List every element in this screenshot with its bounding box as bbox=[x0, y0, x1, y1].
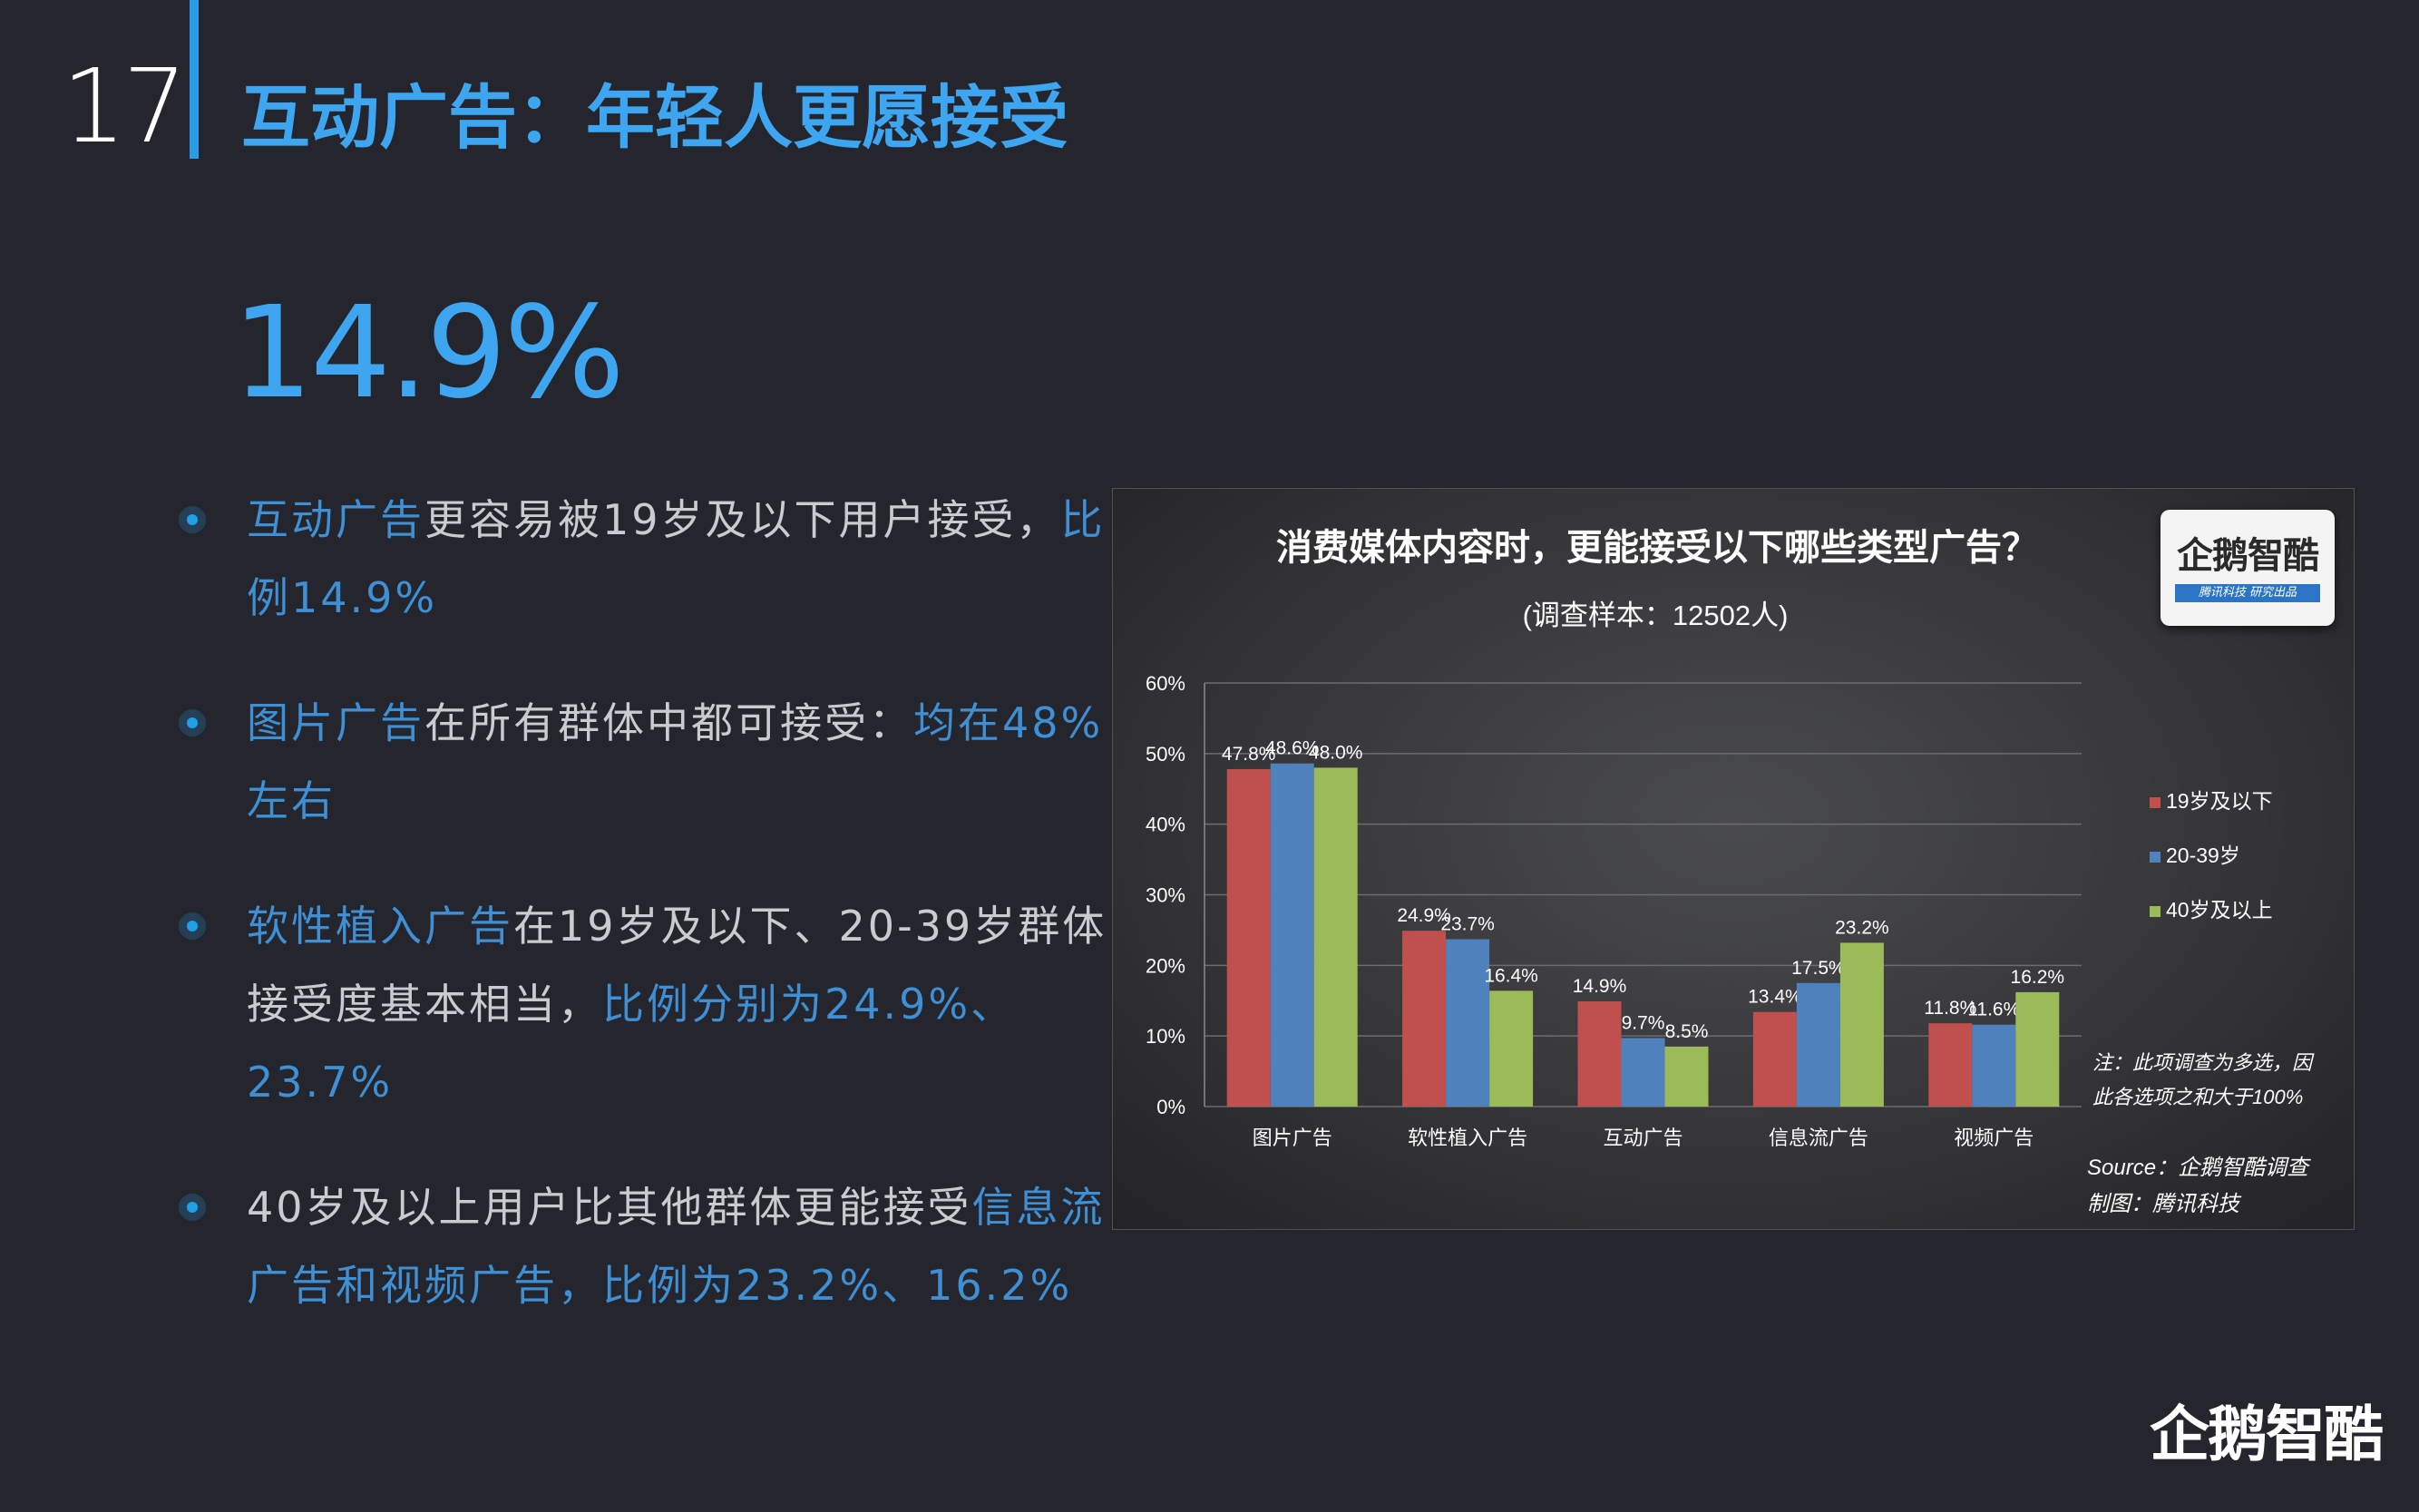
data-label: 16.2% bbox=[2011, 967, 2065, 988]
data-label: 14.9% bbox=[1573, 976, 1627, 997]
bullet-item: 软性植入广告在19岁及以下、20-39岁群体接受度基本相当，比例分别为24.9%… bbox=[177, 887, 1138, 1121]
bullet-highlight-text: 软性植入广告 bbox=[247, 902, 513, 951]
y-tick-label: 60% bbox=[1146, 672, 1185, 695]
bar bbox=[1226, 768, 1271, 1107]
bar bbox=[1796, 982, 1840, 1107]
chart-source: Source：企鹅智酷调查 bbox=[2087, 1156, 2311, 1180]
key-statistic: 14.9% bbox=[232, 279, 625, 427]
bullet-dot-icon bbox=[179, 912, 206, 940]
footer-logo: 企鹅智酷 bbox=[2150, 1400, 2384, 1469]
legend-label: 40岁及以上 bbox=[2166, 898, 2273, 922]
bullet-highlight-text: 均在48%左右 bbox=[247, 698, 1104, 825]
bullet-highlight-text: 图片广告 bbox=[247, 698, 424, 747]
x-tick-label: 软性植入广告 bbox=[1408, 1127, 1527, 1149]
bar bbox=[1577, 1001, 1622, 1107]
bullet-highlight-text: 信息流广告和视频广告，比例为23.2%、16.2% bbox=[247, 1183, 1106, 1310]
chart-logo: 企鹅智酷 腾讯科技 研究出品 bbox=[2161, 510, 2335, 626]
bar bbox=[1752, 1011, 1797, 1107]
chart-logo-text: 企鹅智酷 bbox=[2177, 535, 2319, 577]
x-tick-label: 互动广告 bbox=[1603, 1127, 1683, 1149]
bullet-highlight-text: 比例14.9% bbox=[247, 495, 1106, 622]
bullet-list: 互动广告更容易被19岁及以下用户接受，比例14.9% 图片广告在所有群体中都可接受… bbox=[177, 481, 1138, 1371]
y-tick-label: 50% bbox=[1146, 743, 1185, 766]
bar bbox=[2015, 991, 2060, 1107]
bullet-text: 在19岁及以下、20-39岁群体接受度基本相当， bbox=[247, 902, 1107, 1029]
bullet-item: 40岁及以上用户比其他群体更能接受信息流广告和视频广告，比例为23.2%、16.… bbox=[177, 1168, 1138, 1324]
legend-swatch bbox=[2150, 797, 2161, 808]
data-label: 23.2% bbox=[1835, 917, 1889, 938]
data-label: 24.9% bbox=[1397, 905, 1451, 926]
data-label: 16.4% bbox=[1484, 965, 1538, 986]
bullet-dot-icon bbox=[179, 506, 206, 533]
chart-note: 此各选项之和大于100% bbox=[2092, 1086, 2303, 1108]
title-accent-bar bbox=[190, 0, 199, 159]
y-tick-label: 20% bbox=[1146, 954, 1185, 977]
data-label: 13.4% bbox=[1748, 987, 1802, 1008]
data-label: 23.7% bbox=[1440, 914, 1495, 935]
bar bbox=[1839, 942, 1884, 1107]
bullet-text: 更容易被19岁及以下用户接受， bbox=[424, 495, 1061, 544]
bar-chart: 消费媒体内容时，更能接受以下哪些类型广告？ (调查样本：12502人) 0% 10% 2… bbox=[1146, 528, 2315, 1216]
bullet-text: 40岁及以上用户比其他群体更能接受 bbox=[247, 1183, 972, 1232]
chart-credit: 制图：腾讯科技 bbox=[2087, 1192, 2242, 1216]
bullet-dot-icon bbox=[179, 709, 206, 736]
bullet-item: 互动广告更容易被19岁及以下用户接受，比例14.9% bbox=[177, 481, 1138, 637]
bullet-highlight-text: 比例分别为24.9%、23.7% bbox=[247, 980, 1016, 1107]
chart-note: 注：此项调查为多选，因 bbox=[2092, 1051, 2315, 1074]
chart-logo-subtitle: 腾讯科技 研究出品 bbox=[2175, 584, 2320, 602]
bullet-dot-icon bbox=[179, 1194, 206, 1221]
bar bbox=[1313, 767, 1358, 1107]
legend-swatch bbox=[2150, 852, 2161, 863]
page-title: 互动广告：年轻人更愿接受 bbox=[241, 77, 1068, 158]
bullet-item: 图片广告在所有群体中都可接受：均在48%左右 bbox=[177, 684, 1138, 840]
chart-title: 消费媒体内容时，更能接受以下哪些类型广告？ bbox=[1276, 528, 2038, 568]
chart-subtitle: (调查样本：12502人) bbox=[1523, 600, 1789, 631]
data-label: 48.6% bbox=[1265, 738, 1320, 759]
chart-panel: 消费媒体内容时，更能接受以下哪些类型广告？ (调查样本：12502人) 0% 10% 2… bbox=[1112, 488, 2355, 1230]
bar bbox=[1621, 1038, 1665, 1107]
legend-label: 20-39岁 bbox=[2166, 844, 2240, 867]
bar bbox=[1664, 1046, 1709, 1107]
x-tick-label: 视频广告 bbox=[1954, 1127, 2034, 1149]
page-number: 17 bbox=[62, 48, 188, 166]
data-label: 17.5% bbox=[1791, 958, 1846, 979]
data-label: 11.8% bbox=[1924, 998, 1976, 1019]
data-label: 8.5% bbox=[1665, 1021, 1709, 1042]
data-label: 48.0% bbox=[1309, 742, 1363, 763]
data-label: 11.6% bbox=[1967, 1000, 2020, 1020]
y-tick-label: 10% bbox=[1146, 1025, 1185, 1048]
legend-swatch bbox=[2150, 906, 2161, 917]
x-tick-label: 图片广告 bbox=[1253, 1127, 1332, 1149]
bar bbox=[1446, 939, 1490, 1107]
bar bbox=[1928, 1023, 1973, 1107]
bar bbox=[1972, 1024, 2016, 1107]
bar bbox=[1402, 931, 1447, 1107]
legend-label: 19岁及以下 bbox=[2166, 789, 2273, 813]
x-tick-label: 信息流广告 bbox=[1769, 1127, 1868, 1149]
bullet-highlight-text: 互动广告 bbox=[247, 495, 424, 544]
data-label: 9.7% bbox=[1622, 1013, 1665, 1034]
bar bbox=[1489, 990, 1534, 1107]
bullet-text: 在所有群体中都可接受： bbox=[424, 698, 913, 747]
bar bbox=[1270, 763, 1314, 1107]
data-label: 47.8% bbox=[1222, 744, 1276, 765]
y-tick-label: 40% bbox=[1146, 814, 1185, 836]
y-tick-label: 0% bbox=[1156, 1096, 1185, 1118]
y-tick-label: 30% bbox=[1146, 884, 1185, 907]
